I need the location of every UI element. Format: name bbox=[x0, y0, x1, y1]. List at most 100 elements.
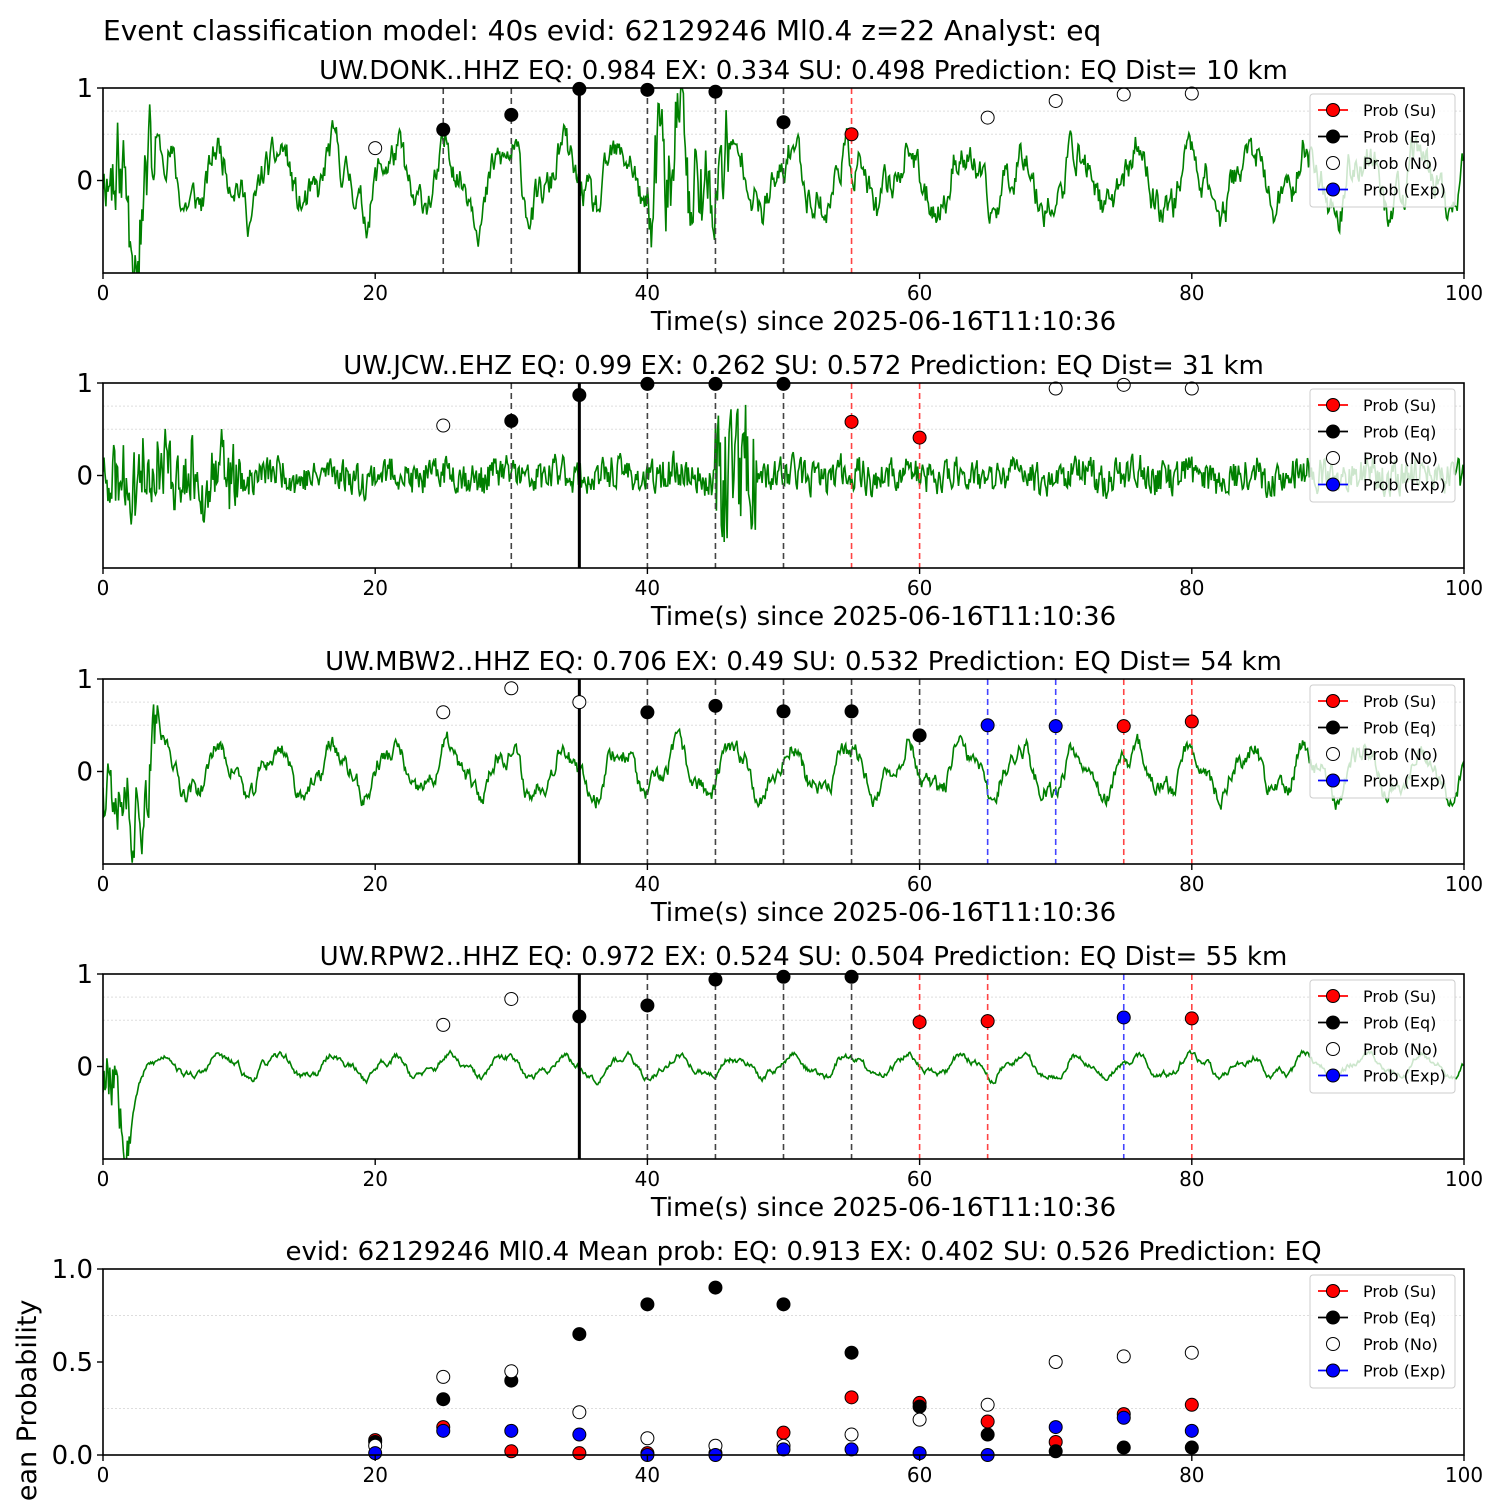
x-axis-label: Time(s) since 2025-06-16T11:10:36 bbox=[650, 602, 1116, 632]
point-eq bbox=[640, 1297, 655, 1312]
panel-2: UW.JCW..EHZ EQ: 0.99 EX: 0.262 SU: 0.572… bbox=[76, 351, 1483, 632]
legend-label: Prob (Exp) bbox=[1363, 1067, 1446, 1086]
plot-area bbox=[103, 1315, 1464, 1409]
x-tick-label: 60 bbox=[907, 872, 932, 896]
prob-marker-su bbox=[1184, 1011, 1199, 1026]
panel-title: UW.JCW..EHZ EQ: 0.99 EX: 0.262 SU: 0.572… bbox=[343, 351, 1264, 381]
legend-marker bbox=[1326, 477, 1340, 492]
legend-box bbox=[1309, 684, 1456, 799]
legend-box bbox=[1309, 1274, 1456, 1389]
prob-marker-eq bbox=[572, 388, 587, 403]
legend-box bbox=[1309, 93, 1456, 208]
panel-title: UW.RPW2..HHZ EQ: 0.972 EX: 0.524 SU: 0.5… bbox=[320, 942, 1288, 972]
point-eq bbox=[844, 1345, 859, 1360]
panel-4: UW.RPW2..HHZ EQ: 0.972 EX: 0.524 SU: 0.5… bbox=[76, 942, 1483, 1223]
prob-marker-su bbox=[912, 430, 927, 445]
prob-marker-eq bbox=[708, 84, 723, 99]
prob-marker-exp bbox=[1048, 719, 1063, 734]
x-tick-label: 60 bbox=[907, 281, 932, 305]
legend-label: Prob (Su) bbox=[1363, 101, 1436, 120]
x-tick-label: 100 bbox=[1445, 1463, 1483, 1487]
y-tick-label: 0 bbox=[76, 462, 93, 492]
prob-marker-eq bbox=[844, 704, 859, 719]
legend-label: Prob (Eq) bbox=[1363, 128, 1436, 147]
y-tick-label: 1.0 bbox=[52, 1255, 93, 1285]
legend-marker bbox=[1326, 1284, 1340, 1298]
legend-marker bbox=[1326, 398, 1340, 412]
point-no bbox=[1184, 1345, 1199, 1360]
legend: Prob (Su) Prob (Eq) Prob (No) Prob (Exp) bbox=[1309, 979, 1456, 1094]
legend-marker bbox=[1326, 182, 1340, 197]
legend-label: Prob (Exp) bbox=[1363, 181, 1446, 200]
x-tick-label: 100 bbox=[1445, 576, 1483, 600]
point-exp bbox=[1184, 1423, 1199, 1438]
x-tick-label: 80 bbox=[1179, 1167, 1204, 1191]
legend-marker bbox=[1326, 747, 1340, 761]
point-su bbox=[980, 1414, 995, 1429]
prob-marker-su bbox=[1116, 719, 1131, 734]
x-tick-label: 40 bbox=[635, 1167, 660, 1191]
prob-marker-eq bbox=[776, 115, 791, 130]
point-exp bbox=[572, 1427, 587, 1442]
prob-marker-eq bbox=[640, 705, 655, 720]
point-eq bbox=[708, 1280, 723, 1295]
prob-marker-eq bbox=[640, 82, 655, 97]
panel-3: UW.MBW2..HHZ EQ: 0.706 EX: 0.49 SU: 0.53… bbox=[76, 647, 1483, 928]
x-tick-label: 0 bbox=[97, 1167, 110, 1191]
legend-label: Prob (No) bbox=[1363, 154, 1438, 173]
point-eq bbox=[1184, 1440, 1199, 1455]
panel-title: UW.MBW2..HHZ EQ: 0.706 EX: 0.49 SU: 0.53… bbox=[325, 647, 1282, 677]
panel-title: evid: 62129246 Ml0.4 Mean prob: EQ: 0.91… bbox=[285, 1237, 1321, 1267]
prob-marker-no bbox=[1116, 87, 1131, 102]
legend-label: Prob (Su) bbox=[1363, 692, 1436, 711]
x-tick-label: 0 bbox=[97, 576, 110, 600]
x-tick-label: 100 bbox=[1445, 281, 1483, 305]
x-axis-label: Time(s) since 2025-06-16T11:10:36 bbox=[650, 1193, 1116, 1223]
legend-marker bbox=[1326, 1363, 1340, 1378]
point-su bbox=[776, 1425, 791, 1440]
legend-label: Prob (No) bbox=[1363, 1040, 1438, 1059]
legend: Prob (Su) Prob (Eq) Prob (No) Prob (Exp) bbox=[1309, 93, 1456, 208]
prob-marker-exp bbox=[980, 718, 995, 733]
prob-marker-no bbox=[1048, 93, 1063, 108]
legend: Prob (Su) Prob (Eq) Prob (No) Prob (Exp) bbox=[1309, 684, 1456, 799]
legend-box bbox=[1309, 388, 1456, 503]
y-tick-label: 0 bbox=[76, 758, 93, 788]
x-tick-label: 20 bbox=[362, 1167, 387, 1191]
prob-marker-eq bbox=[708, 698, 723, 713]
x-tick-label: 40 bbox=[635, 281, 660, 305]
point-no bbox=[844, 1427, 859, 1442]
legend-label: Prob (Eq) bbox=[1363, 423, 1436, 442]
prob-marker-su bbox=[912, 1015, 927, 1030]
y-axis-label: Mean Probability bbox=[12, 1300, 43, 1500]
point-eq bbox=[572, 1327, 587, 1342]
x-tick-label: 80 bbox=[1179, 1463, 1204, 1487]
legend: Prob (Su) Prob (Eq) Prob (No) Prob (Exp) bbox=[1309, 388, 1456, 503]
y-tick-label: 1 bbox=[76, 369, 93, 399]
legend-marker bbox=[1326, 451, 1340, 465]
point-exp bbox=[776, 1442, 791, 1457]
legend-marker bbox=[1326, 103, 1340, 117]
x-tick-label: 0 bbox=[97, 281, 110, 305]
legend-label: Prob (No) bbox=[1363, 449, 1438, 468]
point-exp bbox=[1048, 1420, 1063, 1435]
point-no bbox=[1048, 1355, 1063, 1369]
y-tick-label: 0 bbox=[76, 167, 93, 197]
prob-marker-no bbox=[1048, 381, 1063, 396]
prob-marker-eq bbox=[436, 122, 451, 137]
figure-suptitle: Event classification model: 40s evid: 62… bbox=[103, 14, 1101, 47]
point-no bbox=[640, 1431, 655, 1446]
x-tick-label: 20 bbox=[362, 576, 387, 600]
panel-1: UW.DONK..HHZ EQ: 0.984 EX: 0.334 SU: 0.4… bbox=[76, 56, 1483, 337]
legend-label: Prob (Eq) bbox=[1363, 1309, 1436, 1328]
x-axis-label: Time(s) since 2025-06-16T11:10:36 bbox=[650, 307, 1116, 337]
x-tick-label: 80 bbox=[1179, 576, 1204, 600]
prob-marker-no bbox=[1116, 377, 1131, 392]
y-tick-label: 0 bbox=[76, 1053, 93, 1083]
legend-label: Prob (No) bbox=[1363, 1335, 1438, 1354]
legend-label: Prob (Su) bbox=[1363, 396, 1436, 415]
prob-marker-no bbox=[980, 110, 995, 125]
legend-marker bbox=[1326, 129, 1340, 144]
plot-area bbox=[103, 679, 1464, 864]
